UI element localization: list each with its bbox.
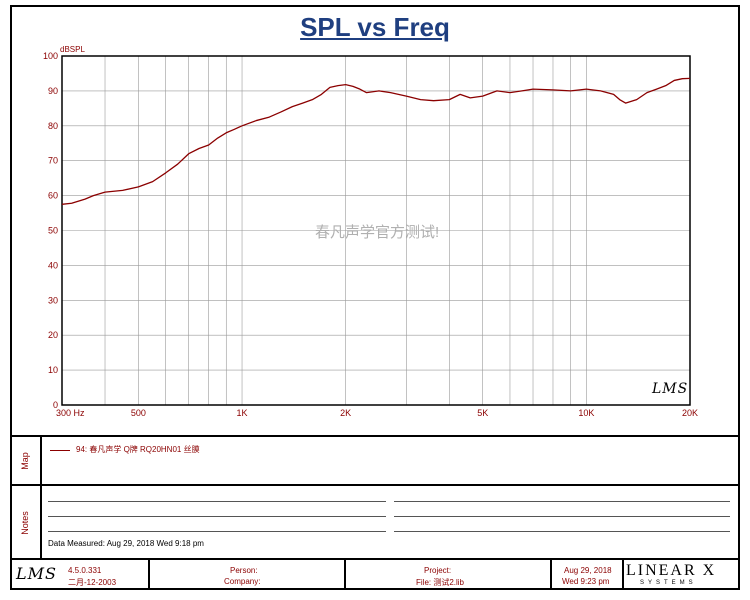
version: 4.5.0.331 <box>68 566 102 575</box>
y-ticks: 0 10 20 30 40 50 60 70 80 90 100 <box>43 51 58 410</box>
y-tick-label: 30 <box>48 295 58 305</box>
data-measured: Data Measured: Aug 29, 2018 Wed 9:18 pm <box>48 539 204 548</box>
watermark-text: 春凡声学官方测试! <box>315 224 440 241</box>
x-ticks: 300 Hz 500 1K 2K 5K 10K 20K <box>56 408 698 418</box>
footer-person-cell: Person: Company: <box>150 560 346 590</box>
series-line <box>61 77 691 205</box>
project-label: Project: <box>424 566 452 575</box>
plot-border <box>61 55 691 406</box>
company-label: Company: <box>224 577 261 586</box>
linearx-logo: LINEAR X <box>626 562 717 579</box>
lms-logo: LMS <box>652 381 689 397</box>
y-tick-label: 70 <box>48 156 58 166</box>
map-label-box: Map <box>10 437 42 485</box>
footer-project-cell: Project: File: 测试2.lib <box>346 560 552 590</box>
file-label: File: 测试2.lib <box>416 578 465 587</box>
x-tick-label: 20K <box>682 408 698 418</box>
x-tick-label: 500 <box>131 408 146 418</box>
note-line <box>48 501 386 502</box>
y-tick-label: 10 <box>48 365 58 375</box>
notes-label-box: Notes <box>10 486 42 559</box>
x-tick-label: 300 Hz <box>56 408 85 418</box>
y-tick-label: 50 <box>48 226 58 236</box>
grid-layer <box>61 55 691 406</box>
chart-title: SPL vs Freq <box>300 12 450 42</box>
y-tick-label: 40 <box>48 260 58 270</box>
y-tick-label: 90 <box>48 86 58 96</box>
footer-time: Wed 9:23 pm <box>562 577 610 586</box>
y-tick-label: 80 <box>48 121 58 131</box>
note-line <box>394 501 730 502</box>
note-line <box>394 516 730 517</box>
linearx-logo-subtitle: SYSTEMS <box>640 580 697 586</box>
x-tick-label: 1K <box>237 408 248 418</box>
version-date: 二月-12-2003 <box>68 578 117 587</box>
footer-date-cell: Aug 29, 2018 Wed 9:23 pm <box>552 560 624 590</box>
x-tick-label: 5K <box>477 408 488 418</box>
x-tick-label: 2K <box>340 408 351 418</box>
x-tick-label: 10K <box>578 408 594 418</box>
note-line <box>48 531 386 532</box>
y-tick-label: 20 <box>48 330 58 340</box>
y-tick-label: 100 <box>43 51 58 61</box>
y-tick-label: 0 <box>53 400 58 410</box>
footer-version-cell: LMS 4.5.0.331 二月-12-2003 <box>10 560 150 590</box>
notes-label: Notes <box>20 510 30 535</box>
lms-footer-logo: LMS <box>16 564 57 583</box>
y-tick-label: 60 <box>48 191 58 201</box>
map-label: Map <box>20 452 30 470</box>
legend-entry: 94: 春凡声学 Q牌 RQ20HN01 丝膜 <box>76 445 200 454</box>
series-layer <box>61 77 691 205</box>
legend-swatch <box>50 450 70 451</box>
map-section: Map 94: 春凡声学 Q牌 RQ20HN01 丝膜 <box>10 435 740 485</box>
footer-date: Aug 29, 2018 <box>564 566 612 575</box>
note-line <box>48 516 386 517</box>
footer: LMS 4.5.0.331 二月-12-2003 Person: Company… <box>10 558 740 590</box>
person-label: Person: <box>230 566 258 575</box>
y-axis-label: dBSPL <box>60 45 85 54</box>
spl-chart: 0 10 20 30 40 50 60 70 80 90 100 300 Hz 500 1K 2K 5K 10… <box>43 45 698 418</box>
notes-section: Notes Data Measured: Aug 29, 2018 Wed 9:… <box>10 484 740 559</box>
note-line <box>394 531 730 532</box>
chart-frame <box>10 5 740 590</box>
